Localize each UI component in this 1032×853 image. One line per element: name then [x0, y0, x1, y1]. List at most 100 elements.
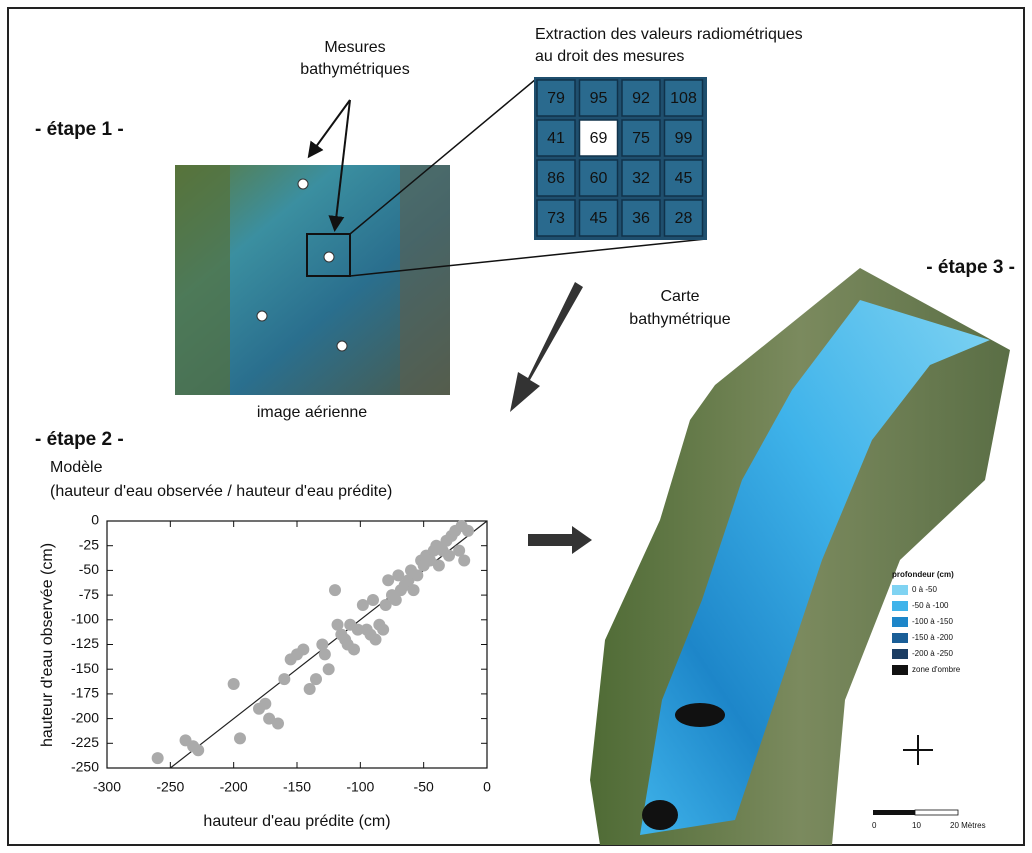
legend-swatch — [892, 601, 908, 611]
point — [433, 559, 445, 571]
measures-label: Mesures — [324, 39, 385, 56]
chart-subtitle: (hauteur d'eau observée / hauteur d'eau … — [50, 483, 392, 500]
point — [329, 584, 341, 596]
legend-swatch — [892, 633, 908, 643]
x-tick-label: -200 — [220, 779, 248, 795]
point — [408, 584, 420, 596]
legend-swatch — [892, 649, 908, 659]
y-tick-label: -100 — [71, 611, 99, 627]
point — [370, 634, 382, 646]
point — [310, 673, 322, 685]
point — [411, 569, 423, 581]
x-tick-label: -100 — [346, 779, 374, 795]
grid-value: 32 — [632, 170, 650, 187]
grid-value: 45 — [590, 210, 608, 227]
legend-label: -50 à -100 — [912, 601, 949, 610]
y-tick-label: -125 — [71, 635, 99, 651]
legend-swatch — [892, 665, 908, 675]
x-tick-label: -300 — [93, 779, 121, 795]
y-tick-label: 0 — [91, 512, 99, 528]
legend-label: -200 à -250 — [912, 649, 953, 658]
x-tick-label: 0 — [483, 779, 491, 795]
grid-value: 69 — [590, 130, 608, 147]
grid-value: 95 — [590, 90, 608, 107]
y-tick-label: -250 — [71, 759, 99, 775]
point — [323, 663, 335, 675]
grid-value: 73 — [547, 210, 565, 227]
shadow-zone — [675, 703, 725, 727]
north-arrow — [903, 735, 933, 765]
legend-label: 0 à -50 — [912, 585, 937, 594]
shadow-zone — [642, 800, 678, 830]
y-tick-label: -175 — [71, 685, 99, 701]
y-axis-label: hauteur d'eau observée (cm) — [39, 543, 56, 747]
x-tick-label: -150 — [283, 779, 311, 795]
point — [234, 732, 246, 744]
step-label: - étape 2 - — [35, 429, 124, 450]
extraction-label: au droit des mesures — [535, 48, 684, 65]
map-label: bathymétrique — [629, 311, 730, 328]
chart-title: Modèle — [50, 459, 103, 476]
flow-arrow — [510, 282, 583, 412]
scale-label: 10 — [912, 821, 921, 830]
measure-point — [298, 179, 308, 189]
legend-swatch — [892, 585, 908, 595]
grid-value: 75 — [632, 130, 650, 147]
y-tick-label: -50 — [79, 561, 99, 577]
y-tick-label: -75 — [79, 586, 99, 602]
x-tick-label: -50 — [414, 779, 434, 795]
point — [462, 525, 474, 537]
scale-bar — [915, 810, 958, 815]
map-label: Carte — [660, 288, 699, 305]
x-axis-label: hauteur d'eau prédite (cm) — [203, 813, 390, 830]
y-tick-label: -25 — [79, 536, 99, 552]
grid-value: 86 — [547, 170, 565, 187]
measures-label: bathymétriques — [300, 61, 409, 78]
grid-value: 45 — [675, 170, 693, 187]
measure-point — [324, 252, 334, 262]
point — [228, 678, 240, 690]
point — [272, 718, 284, 730]
measure-point — [257, 311, 267, 321]
legend-swatch — [892, 617, 908, 627]
point — [152, 752, 164, 764]
grid-value: 79 — [547, 90, 565, 107]
grid-value: 92 — [632, 90, 650, 107]
point — [278, 673, 290, 685]
point — [348, 643, 360, 655]
point — [377, 624, 389, 636]
legend-title: profondeur (cm) — [892, 570, 954, 579]
point — [192, 744, 204, 756]
y-tick-label: -225 — [71, 734, 99, 750]
aerial-label: image aérienne — [257, 404, 367, 421]
point — [458, 555, 470, 567]
extraction-label: Extraction des valeurs radiométriques — [535, 26, 803, 43]
x-tick-label: -250 — [156, 779, 184, 795]
measure-point — [337, 341, 347, 351]
step-label: - étape 3 - — [926, 257, 1015, 278]
grid-value: 36 — [632, 210, 650, 227]
legend-label: -100 à -150 — [912, 617, 953, 626]
point — [304, 683, 316, 695]
grid-value: 108 — [670, 90, 697, 107]
y-tick-label: -200 — [71, 709, 99, 725]
step-label: - étape 1 - — [35, 119, 124, 140]
identity-line — [170, 521, 487, 768]
point — [367, 594, 379, 606]
legend-label: zone d'ombre — [912, 665, 961, 674]
grid-value: 41 — [547, 130, 565, 147]
point — [319, 648, 331, 660]
scale-label: 0 — [872, 821, 877, 830]
page: {"steps": ["- étape 1 -", "- étape 2 -",… — [0, 0, 1032, 853]
grid-value: 28 — [675, 210, 693, 227]
figure: - étape 1 - - étape 2 - - étape 3 - Mesu… — [0, 0, 1032, 853]
point — [297, 643, 309, 655]
aerial-bank — [400, 165, 450, 395]
flow-arrow — [528, 526, 592, 554]
scale-label: 20 Mètres — [950, 821, 986, 830]
legend-label: -150 à -200 — [912, 633, 953, 642]
point — [259, 698, 271, 710]
grid-value: 99 — [675, 130, 693, 147]
aerial-bank — [175, 165, 230, 395]
grid-value: 60 — [590, 170, 608, 187]
